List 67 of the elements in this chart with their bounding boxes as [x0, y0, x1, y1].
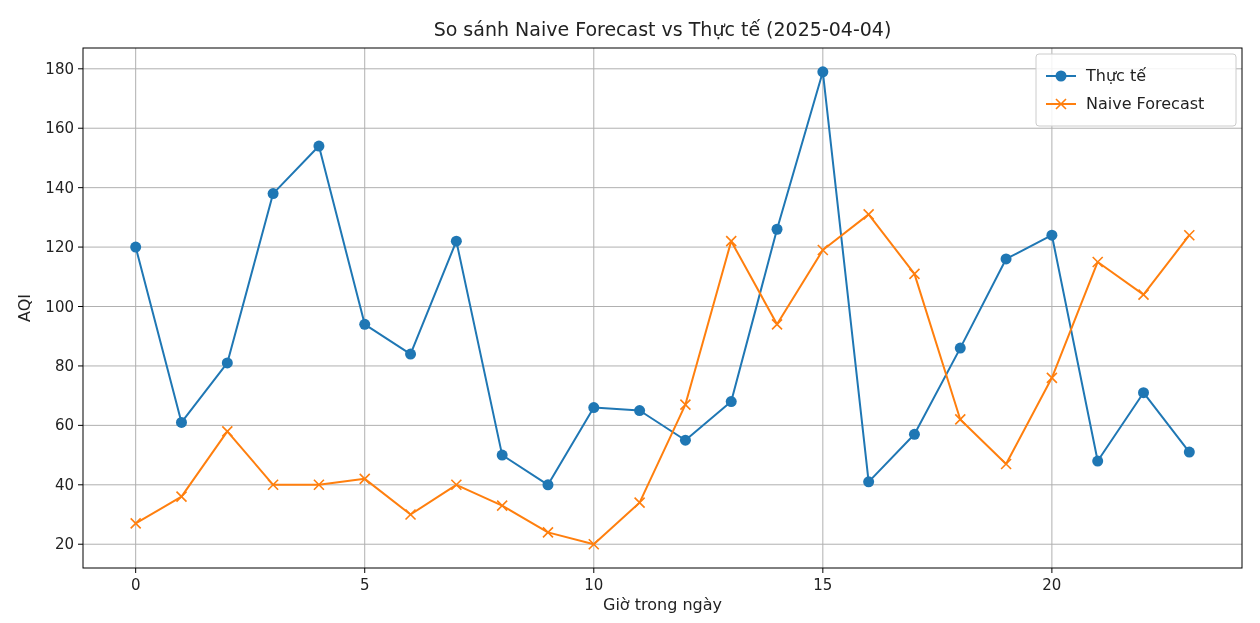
x-tick-label: 15: [813, 576, 833, 594]
point: [450, 479, 463, 491]
point: [313, 140, 325, 152]
point: [817, 66, 829, 78]
y-tick-label: 180: [45, 59, 74, 78]
point: [130, 241, 142, 253]
x-tick-label: 5: [359, 576, 370, 594]
point: [129, 517, 142, 530]
point: [267, 479, 279, 491]
point: [817, 244, 829, 256]
x-tick-label: 0: [130, 576, 141, 594]
point: [358, 473, 371, 485]
point: [542, 526, 554, 539]
point: [725, 396, 737, 408]
point: [679, 398, 692, 411]
point: [175, 416, 187, 428]
point: [221, 357, 233, 369]
point: [267, 188, 279, 200]
y-tick-label: 80: [54, 356, 74, 375]
point: [1046, 372, 1058, 384]
point: [1183, 446, 1195, 458]
y-tick-label: 60: [54, 416, 74, 435]
point: [175, 490, 188, 503]
y-tick-label: 160: [45, 119, 74, 138]
point: [450, 235, 462, 247]
point: [405, 348, 417, 360]
point: [954, 413, 967, 426]
point: [404, 508, 417, 521]
point: [221, 425, 234, 438]
x-tick-label: 20: [1042, 576, 1062, 594]
y-tick-label: 100: [45, 297, 74, 316]
point: [1091, 256, 1104, 268]
legend-label: Thực tế: [1085, 66, 1147, 85]
point: [1138, 387, 1150, 399]
point: [863, 476, 875, 488]
point: [1000, 458, 1012, 470]
point: [908, 268, 921, 280]
point: [1092, 455, 1104, 467]
point: [588, 402, 600, 414]
point: [862, 208, 875, 221]
y-tick-label: 140: [45, 178, 74, 197]
point: [725, 235, 738, 247]
point: [771, 318, 783, 331]
point: [1000, 253, 1012, 265]
point: [771, 223, 783, 235]
x-tick-label: 10: [584, 576, 604, 594]
point: [1046, 229, 1058, 241]
point: [496, 499, 508, 512]
point: [1183, 229, 1196, 241]
x-axis-title: Giờ trong ngày: [603, 595, 722, 614]
point: [587, 538, 600, 551]
point: [634, 405, 646, 417]
point: [954, 342, 966, 354]
y-axis-title: AQI: [15, 294, 34, 322]
y-tick-label: 20: [54, 535, 74, 554]
legend-label: Naive Forecast: [1086, 94, 1205, 113]
point: [679, 434, 691, 446]
point: [542, 479, 554, 491]
point: [1137, 288, 1150, 301]
chart-title: So sánh Naive Forecast vs Thực tế (2025-04-04): [433, 18, 892, 40]
y-tick-label: 40: [54, 475, 74, 494]
y-tick-label: 120: [45, 238, 74, 257]
point: [908, 428, 920, 440]
point: [359, 318, 371, 330]
point: [313, 479, 325, 491]
point: [633, 496, 646, 509]
point: [496, 449, 508, 461]
